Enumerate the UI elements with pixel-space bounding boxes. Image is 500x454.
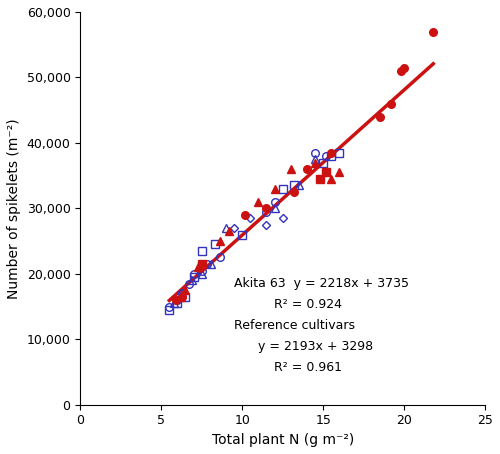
Text: R² = 0.924: R² = 0.924 — [234, 298, 342, 311]
X-axis label: Total plant N (g m⁻²): Total plant N (g m⁻²) — [212, 433, 354, 447]
Text: Reference cultivars: Reference cultivars — [234, 319, 355, 332]
Text: y = 2193x + 3298: y = 2193x + 3298 — [234, 340, 373, 353]
Text: R² = 0.961: R² = 0.961 — [234, 361, 342, 374]
Y-axis label: Number of spikelets (m⁻²): Number of spikelets (m⁻²) — [7, 118, 21, 299]
Text: Akita 63  y = 2218x + 3735: Akita 63 y = 2218x + 3735 — [234, 277, 409, 290]
